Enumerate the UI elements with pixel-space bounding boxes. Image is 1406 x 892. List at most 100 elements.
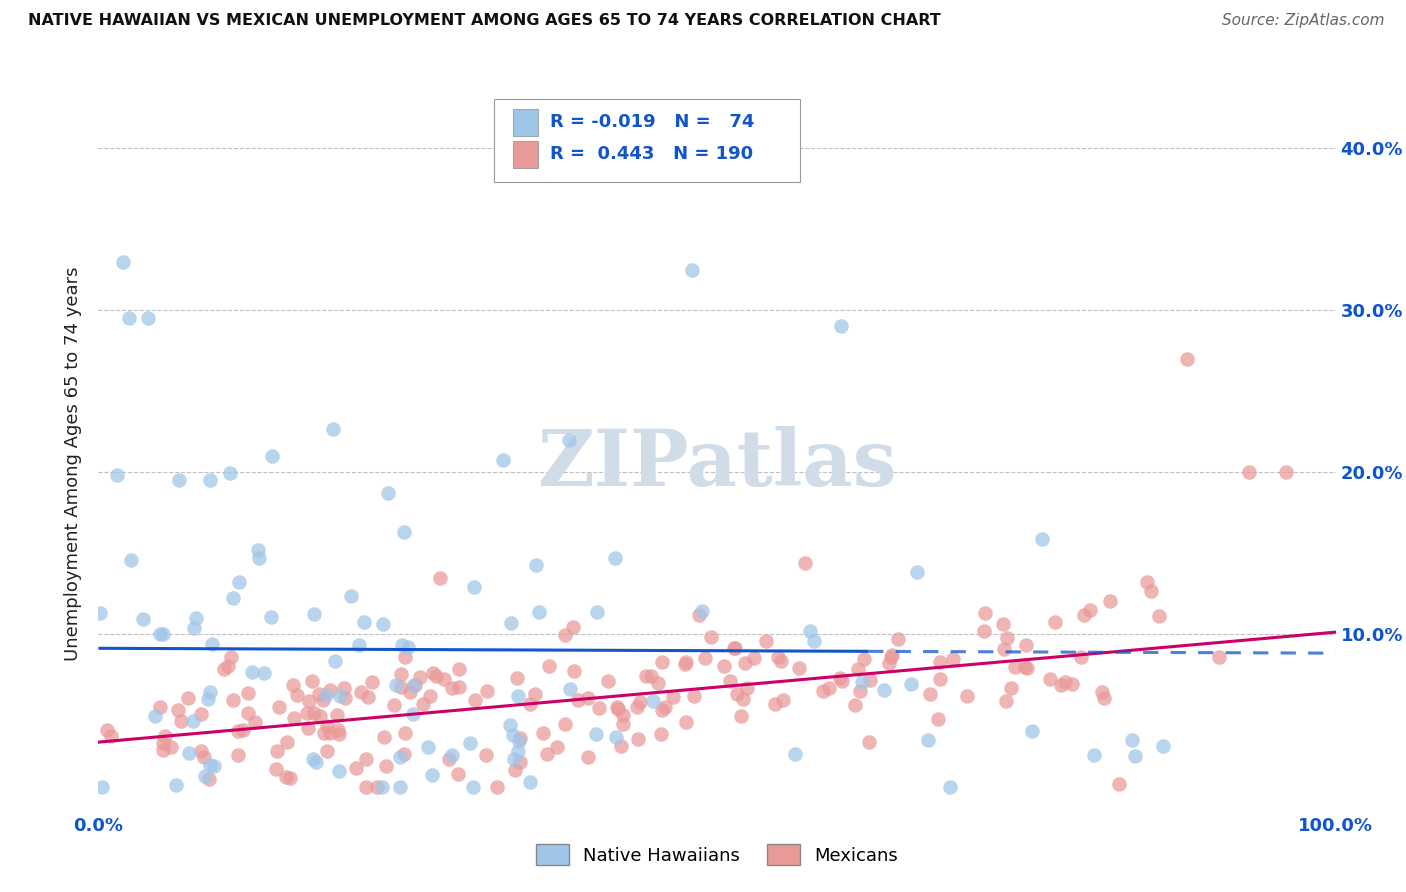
Point: [278, 772, 301, 786]
Point: [626, 700, 648, 714]
Point: [830, 671, 852, 685]
Point: [371, 780, 394, 795]
Point: [298, 693, 321, 707]
Point: [319, 725, 342, 739]
Point: [392, 747, 415, 761]
Point: [831, 674, 853, 689]
Point: [1140, 584, 1163, 599]
Point: [887, 632, 910, 646]
Point: [675, 655, 697, 669]
Point: [302, 752, 325, 766]
Point: [651, 655, 673, 669]
Point: [536, 747, 558, 761]
Point: [170, 714, 193, 728]
Point: [905, 565, 928, 579]
Point: [118, 311, 141, 326]
Point: [276, 734, 298, 748]
Point: [1043, 615, 1066, 629]
Point: [554, 717, 576, 731]
Point: [152, 626, 174, 640]
Point: [463, 581, 485, 595]
Point: [447, 662, 470, 676]
Point: [927, 712, 949, 726]
Point: [198, 473, 221, 487]
Point: [859, 673, 882, 687]
Point: [1049, 678, 1071, 692]
Point: [567, 693, 589, 707]
Point: [247, 550, 270, 565]
Point: [217, 659, 239, 673]
Point: [274, 770, 297, 784]
Point: [96, 723, 118, 737]
Point: [1053, 675, 1076, 690]
Point: [422, 665, 444, 680]
Point: [316, 744, 339, 758]
Point: [100, 729, 122, 743]
Point: [353, 615, 375, 629]
Point: [222, 591, 245, 605]
Point: [305, 755, 328, 769]
Point: [503, 763, 526, 777]
Point: [725, 687, 748, 701]
Point: [267, 700, 290, 714]
Point: [918, 687, 941, 701]
Point: [498, 718, 520, 732]
Point: [858, 735, 880, 749]
Point: [107, 467, 129, 482]
Point: [636, 669, 658, 683]
Point: [382, 698, 405, 712]
Point: [1080, 603, 1102, 617]
Point: [1149, 609, 1171, 624]
Point: [531, 725, 554, 739]
Point: [159, 740, 181, 755]
Point: [811, 684, 834, 698]
Point: [626, 731, 648, 746]
Point: [409, 670, 432, 684]
Point: [190, 706, 212, 721]
Point: [152, 743, 174, 757]
Point: [735, 681, 758, 696]
Point: [763, 698, 786, 712]
Point: [302, 607, 325, 622]
Point: [1062, 677, 1084, 691]
Point: [312, 692, 335, 706]
Point: [794, 556, 817, 570]
Point: [167, 473, 190, 487]
Point: [1175, 351, 1198, 366]
Point: [1015, 638, 1038, 652]
Point: [198, 757, 221, 772]
Point: [328, 723, 350, 738]
Point: [152, 736, 174, 750]
Point: [1098, 593, 1121, 607]
Point: [253, 666, 276, 681]
Point: [502, 728, 524, 742]
Point: [425, 669, 447, 683]
Point: [264, 762, 287, 776]
Point: [394, 650, 416, 665]
Point: [693, 651, 716, 665]
Point: [509, 731, 531, 746]
Point: [844, 698, 866, 713]
Point: [527, 605, 550, 619]
Point: [183, 714, 205, 729]
Point: [557, 433, 579, 447]
Point: [877, 656, 900, 670]
Point: [523, 687, 546, 701]
Point: [329, 689, 352, 703]
Point: [318, 682, 340, 697]
Point: [302, 706, 325, 721]
Point: [136, 311, 159, 326]
Point: [328, 726, 350, 740]
Point: [603, 550, 626, 565]
Point: [155, 729, 177, 743]
Point: [1208, 650, 1230, 665]
Point: [458, 736, 481, 750]
Point: [132, 612, 155, 626]
Point: [731, 691, 754, 706]
Point: [576, 750, 599, 764]
Point: [339, 589, 361, 603]
Point: [309, 708, 332, 723]
Point: [91, 780, 114, 795]
Point: [389, 666, 412, 681]
Point: [477, 683, 499, 698]
